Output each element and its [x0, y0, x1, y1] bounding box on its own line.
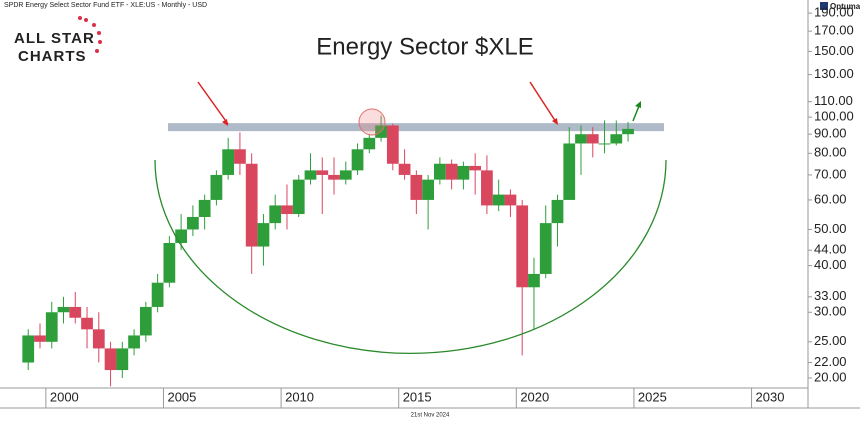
- candle-body: [257, 223, 270, 247]
- candle-body: [163, 242, 176, 283]
- y-tick-label: 170.00: [814, 23, 854, 38]
- candle-body: [504, 194, 517, 206]
- y-tick-label: 130.00: [814, 66, 854, 81]
- candle-body: [422, 179, 434, 200]
- brand-stars: [78, 16, 102, 53]
- x-tick-label: 2005: [167, 389, 196, 404]
- y-tick-label: 150.00: [814, 43, 854, 58]
- candle-body: [516, 205, 529, 288]
- candle-body: [551, 199, 564, 224]
- footer: 21st Nov 2024: [411, 413, 450, 419]
- candle-body: [81, 317, 93, 330]
- candle-body: [386, 125, 399, 164]
- x-tick-label: 2015: [403, 389, 432, 404]
- arrows: [197, 81, 641, 126]
- y-tick-label: 40.00: [814, 257, 847, 272]
- brand-line: ALL STAR: [14, 30, 95, 47]
- resistance-band: [168, 123, 664, 132]
- candle-body: [151, 282, 164, 307]
- candle-body: [269, 205, 282, 224]
- brand-line: CHARTS: [18, 48, 87, 65]
- highlight-circle: [358, 108, 386, 136]
- candle-body: [222, 149, 235, 175]
- candle-body: [210, 174, 223, 200]
- candle-body: [175, 229, 188, 243]
- x-tick-label: 2030: [756, 389, 785, 404]
- y-tick-label: 70.00: [814, 166, 847, 181]
- candle-body: [292, 179, 305, 215]
- candle-body: [481, 170, 493, 206]
- candle-body: [139, 306, 152, 336]
- chart-title: Energy Sector $XLE: [316, 33, 533, 60]
- candle-body: [198, 199, 211, 217]
- y-tick-label: 44.00: [814, 242, 847, 257]
- cup-arc: [154, 159, 667, 354]
- candle-body: [128, 335, 140, 349]
- candle-body: [234, 149, 246, 164]
- candle-body: [57, 306, 70, 313]
- candle-body: [328, 174, 340, 180]
- vendor: Optuma: [830, 2, 860, 11]
- y-tick-label: 110.00: [814, 93, 853, 108]
- candle-body: [586, 134, 599, 144]
- y-tick-label: 50.00: [814, 221, 847, 236]
- y-tick-label: 190.00: [814, 5, 854, 20]
- candle-body: [363, 137, 376, 150]
- y-tick-label: 80.00: [814, 145, 847, 160]
- candle-body: [187, 216, 199, 230]
- candle-body: [457, 165, 470, 180]
- candle-body: [116, 348, 129, 371]
- candle-body: [492, 194, 505, 206]
- y-tick-label: 22.00: [814, 354, 847, 369]
- candle-body: [433, 163, 446, 180]
- candle-body: [598, 143, 611, 145]
- candle-body: [563, 143, 576, 200]
- candle-body: [528, 273, 540, 288]
- candle-body: [69, 306, 82, 318]
- candle-body: [410, 174, 423, 200]
- subtitle: SPDR Energy Select Sector Fund ETF - XLE…: [4, 2, 207, 9]
- candle-body: [539, 223, 552, 274]
- y-tick-label: 25.00: [814, 333, 847, 348]
- x-tick-label: 2025: [638, 389, 667, 404]
- candle-body: [34, 335, 46, 342]
- candle-body: [445, 163, 458, 180]
- candle-body: [339, 170, 352, 180]
- candle-body: [351, 149, 364, 171]
- candle-body: [45, 312, 58, 342]
- candle-body: [469, 165, 482, 171]
- candle-body: [104, 348, 117, 371]
- y-tick-label: 33.00: [814, 288, 847, 303]
- x-tick-label: 2010: [285, 389, 314, 404]
- y-tick-label: 20.00: [814, 369, 847, 384]
- candle-body: [610, 134, 623, 144]
- candle-body: [316, 170, 329, 175]
- y-tick-label: 60.00: [814, 191, 847, 206]
- y-tick-label: 100.00: [814, 109, 854, 124]
- candle-body: [92, 329, 105, 349]
- x-tick-label: 2020: [520, 389, 549, 404]
- candle-body: [281, 205, 293, 215]
- y-tick-label: 90.00: [814, 126, 847, 141]
- candle-body: [575, 134, 587, 144]
- candle-body: [22, 335, 35, 363]
- candle-body: [622, 128, 634, 135]
- y-tick-label: 30.00: [814, 304, 847, 319]
- candle-body: [304, 170, 317, 180]
- candle-body: [398, 163, 411, 175]
- candle-body: [245, 163, 258, 247]
- vendor-icon: [820, 2, 828, 10]
- x-tick-label: 2000: [50, 389, 79, 404]
